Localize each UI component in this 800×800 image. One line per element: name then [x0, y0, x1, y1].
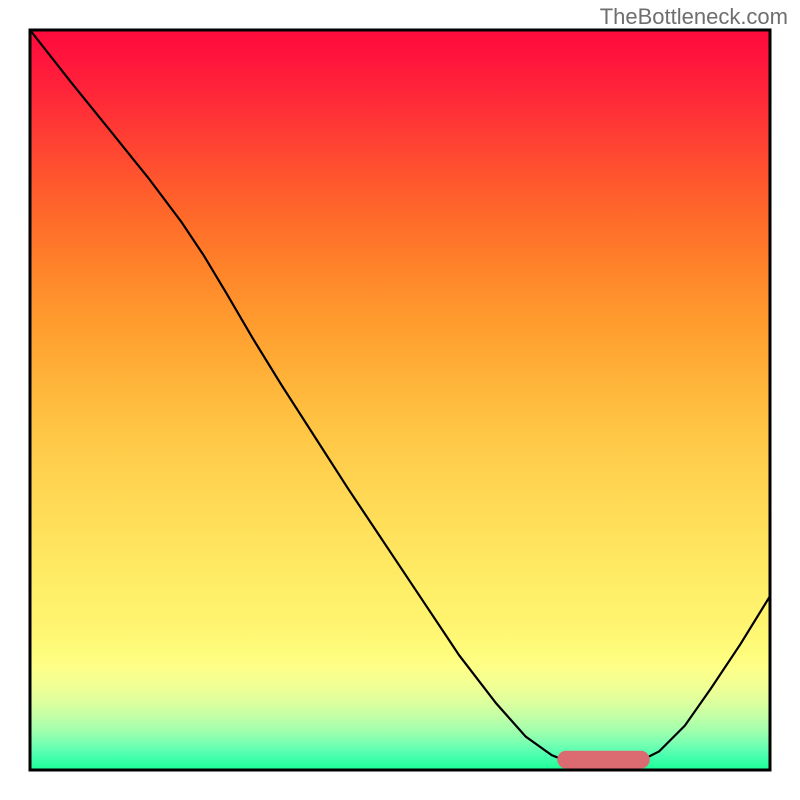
optimal-range-marker	[557, 751, 650, 769]
plot-background	[30, 30, 770, 770]
bottleneck-chart	[0, 0, 800, 800]
watermark-label: TheBottleneck.com	[600, 4, 788, 30]
chart-container: TheBottleneck.com	[0, 0, 800, 800]
